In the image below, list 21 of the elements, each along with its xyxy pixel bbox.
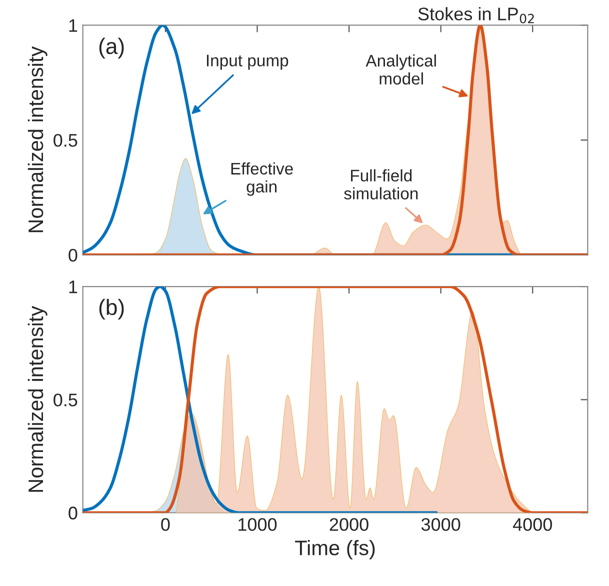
y-tick-label: 1 bbox=[69, 19, 78, 32]
y-tick-label: 0.5 bbox=[54, 134, 78, 147]
y-tick-label: 1 bbox=[69, 280, 78, 294]
x-axis-title: Time (fs) bbox=[295, 540, 375, 560]
text: Effective gain bbox=[231, 162, 293, 196]
annotation: (a) bbox=[99, 38, 124, 59]
x-tick-label: 1000 bbox=[238, 518, 277, 531]
x-tick-label: 0 bbox=[161, 518, 170, 531]
x-tick-label: 4000 bbox=[512, 518, 552, 531]
y-tick-label: 0 bbox=[68, 506, 78, 520]
text: Stokes in LP$_{02}$ bbox=[418, 7, 534, 24]
x-tick-label: 2000 bbox=[330, 518, 368, 531]
x-tick-label: 3000 bbox=[421, 518, 460, 531]
y-tick-label: 0 bbox=[68, 248, 78, 262]
annotation: (b) bbox=[99, 298, 124, 320]
series-label: Input pump bbox=[206, 54, 288, 70]
y-axis-title: Normalized intensity bbox=[28, 306, 48, 492]
y-axis-title: Normalized intensity bbox=[28, 46, 48, 232]
text: Analytical model bbox=[366, 54, 436, 85]
series-label: Full-field simulation bbox=[344, 169, 418, 200]
y-tick-label: 0.5 bbox=[54, 394, 78, 406]
